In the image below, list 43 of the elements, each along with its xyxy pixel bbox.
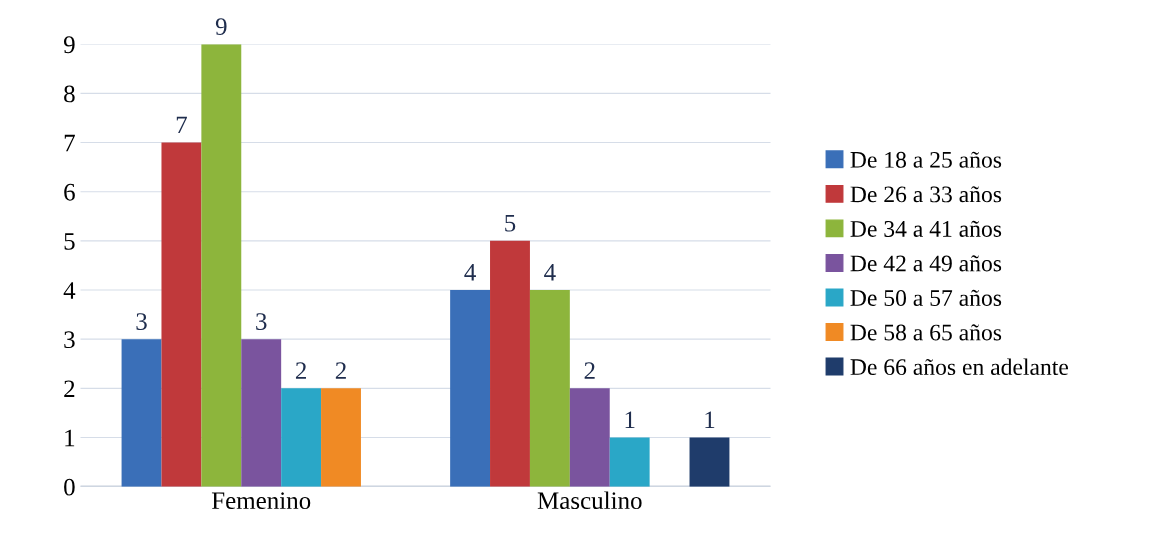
data-label: 2 [295,362,306,379]
data-label: 3 [136,313,147,330]
data-label: 7 [176,116,187,134]
bar [161,142,202,487]
legend-label: De 50 a 57 años [850,289,1002,306]
bar [609,437,650,487]
legend-label: De 66 años en adelante [850,358,1069,376]
legend-label: De 18 a 25 años [850,151,1002,168]
y-tick-label: 8 [64,85,75,103]
y-tick-label: 6 [64,183,75,201]
bar [689,437,730,487]
y-tick-label: 3 [64,331,75,349]
bar [201,44,242,487]
bar [321,388,361,487]
data-label: 3 [256,313,267,330]
bar [490,240,530,487]
data-label: 9 [215,18,227,35]
data-label: 4 [544,264,556,281]
bar [529,290,570,487]
data-label: 2 [584,362,595,379]
bar [281,388,322,487]
legend-label: De 26 a 33 años [850,186,1002,203]
y-tick-label: 9 [63,36,75,54]
x-tick-label: Masculino [537,491,642,510]
legend-label: De 58 a 65 años [850,324,1002,341]
y-tick-label: 0 [64,478,75,496]
bar [121,339,162,487]
y-tick-label: 5 [64,233,75,250]
y-tick-label: 1 [65,429,75,447]
y-tick-label: 4 [63,282,76,299]
legend-label: De 42 a 49 años [850,255,1002,272]
y-tick-label: 2 [64,380,75,397]
data-label: 2 [335,362,346,379]
data-label: 5 [505,215,516,232]
x-tick-label: Femenino [211,492,311,510]
y-tick-label: 7 [64,134,75,152]
data-label: 1 [705,411,715,428]
data-label: 4 [464,264,476,281]
legend-label: De 34 a 41 años [850,220,1002,237]
bar [450,290,491,487]
bar [569,388,610,487]
data-label: 1 [625,411,635,428]
bar [241,339,282,487]
